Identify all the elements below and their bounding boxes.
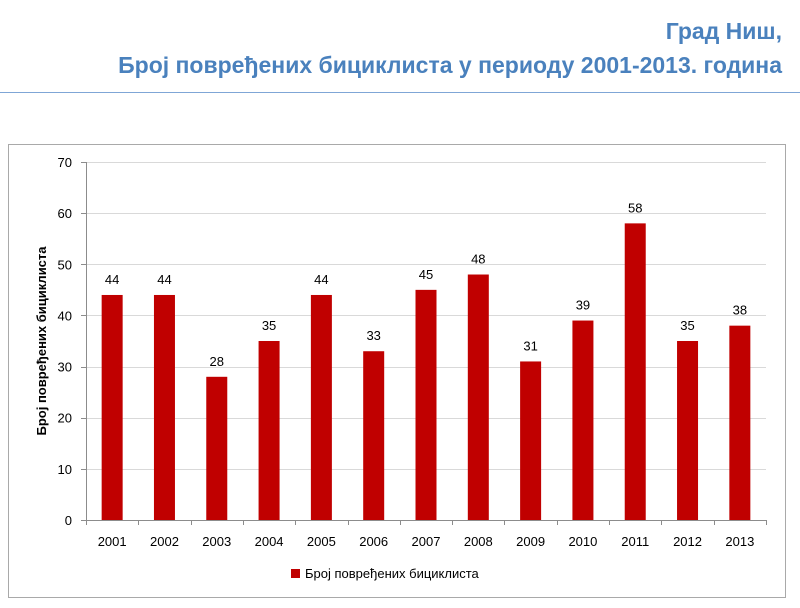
y-tick-label: 10 (58, 462, 72, 477)
y-tick-label: 70 (58, 155, 72, 170)
legend-label: Број повређених бициклиста (305, 566, 480, 581)
bar-2006 (363, 351, 385, 520)
legend-swatch (291, 569, 300, 578)
data-label-2013: 38 (733, 303, 747, 318)
x-tick-label-2003: 2003 (202, 534, 231, 549)
data-label-2008: 48 (471, 252, 485, 267)
data-label-2003: 28 (210, 354, 224, 369)
y-tick-label: 30 (58, 360, 72, 375)
data-label-2007: 45 (419, 267, 433, 282)
x-tick-label-2004: 2004 (255, 534, 284, 549)
data-label-2011: 58 (628, 200, 642, 215)
x-tick-label-2007: 2007 (412, 534, 441, 549)
bar-2011 (624, 223, 646, 520)
x-tick-label-2013: 2013 (725, 534, 754, 549)
x-tick-label-2002: 2002 (150, 534, 179, 549)
y-tick-label: 60 (58, 206, 72, 221)
chart-frame (8, 144, 786, 598)
x-tick-label-2008: 2008 (464, 534, 493, 549)
axes (86, 162, 767, 525)
data-label-2006: 33 (366, 328, 380, 343)
bar-2012 (677, 341, 699, 520)
bar-2005 (310, 294, 332, 520)
data-labels: 44 44 28 35 44 33 45 48 31 39 58 35 38 (105, 200, 747, 368)
bar-2010 (572, 320, 594, 520)
slide-title-line2: Број повређених бициклиста у периоду 200… (118, 52, 782, 78)
y-tick-label: 20 (58, 411, 72, 426)
data-label-2001: 44 (105, 272, 119, 287)
x-tick-label-2012: 2012 (673, 534, 702, 549)
bar-2002 (153, 294, 175, 520)
y-tick-label: 50 (58, 257, 72, 272)
data-label-2012: 35 (680, 318, 694, 333)
x-tick-label-2006: 2006 (359, 534, 388, 549)
bar-2013 (729, 325, 751, 520)
bar-2003 (206, 376, 228, 520)
x-tick-label-2010: 2010 (568, 534, 597, 549)
bar-2008 (467, 274, 489, 520)
bars (101, 223, 751, 520)
bar-2009 (520, 361, 542, 520)
data-label-2002: 44 (157, 272, 171, 287)
title-divider (0, 92, 800, 93)
y-axis-label: Број повређених бициклиста (34, 246, 49, 436)
data-label-2004: 35 (262, 318, 276, 333)
bar-2007 (415, 289, 437, 520)
data-label-2005: 44 (314, 272, 328, 287)
legend: Број повређених бициклиста (291, 566, 480, 581)
x-tick-label-2009: 2009 (516, 534, 545, 549)
x-tick-label-2011: 2011 (621, 534, 649, 549)
bar-2004 (258, 341, 280, 520)
y-tick-label: 40 (58, 308, 72, 323)
y-tick-labels: 0 10 20 30 40 50 60 70 (58, 155, 72, 528)
x-tick-labels: 2001 2002 2003 2004 2005 2006 2007 2008 2009 2010… (98, 534, 755, 549)
slide-title: Град Ниш, Број повређених бициклиста у п… (118, 14, 782, 82)
data-label-2010: 39 (576, 298, 590, 313)
y-tick-label: 0 (65, 513, 72, 528)
x-tick-label-2005: 2005 (307, 534, 336, 549)
bar-2001 (101, 294, 123, 520)
data-label-2009: 31 (523, 338, 537, 353)
x-tick-label-2001: 2001 (98, 534, 127, 549)
slide-title-line1: Град Ниш, (665, 18, 782, 44)
